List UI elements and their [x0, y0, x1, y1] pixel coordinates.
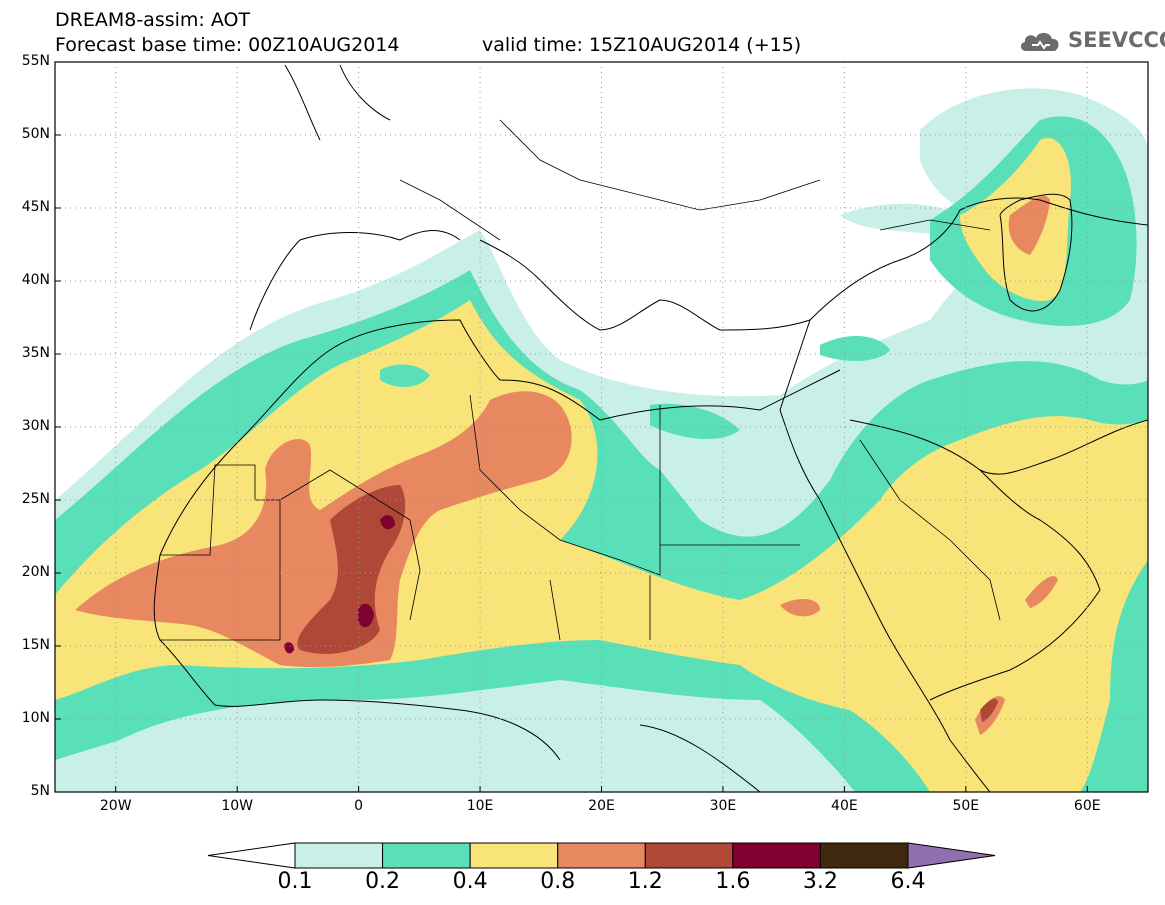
colorbar-cell	[819, 842, 909, 869]
lon-label: 0	[354, 798, 364, 814]
colorbar-cell	[557, 842, 646, 869]
lat-label: 35N	[21, 345, 50, 361]
lon-label: 20W	[99, 798, 132, 814]
lon-label: 10E	[466, 798, 494, 814]
lon-label: 10W	[221, 798, 253, 814]
colorbar-under-arrow	[207, 842, 296, 869]
colorbar-label: 0.4	[452, 869, 488, 894]
colorbar-label: 0.1	[277, 869, 313, 894]
borders	[160, 119, 1001, 641]
lon-label: 50E	[952, 798, 980, 814]
lon-label: 30E	[709, 798, 737, 814]
coastlines	[153, 64, 1148, 792]
colorbar-label: 3.2	[802, 869, 838, 894]
map-title: DREAM8-assim: AOT	[55, 9, 251, 31]
lat-label: 15N	[21, 637, 50, 653]
lat-label: 30N	[21, 418, 50, 434]
colorbar-over-arrow	[907, 842, 996, 869]
lon-label: 20E	[588, 798, 615, 814]
lat-label: 55N	[21, 53, 50, 69]
aot-field	[55, 88, 1148, 792]
lat-label: 5N	[30, 783, 50, 799]
lon-label: 60E	[1073, 798, 1101, 814]
colorbar-label: 0.2	[365, 869, 401, 894]
lat-label: 50N	[21, 126, 50, 142]
logo-text: SEEVCCC	[1068, 28, 1165, 52]
colorbar-cell	[469, 842, 559, 869]
colorbar-cell	[644, 842, 734, 869]
cloud-icon	[1020, 32, 1059, 51]
colorbar-cell	[382, 842, 471, 869]
colorbar-label: 1.2	[627, 869, 663, 894]
colorbar-label: 6.4	[890, 869, 926, 894]
lat-label: 25N	[21, 491, 50, 507]
colorbar-label: 0.8	[540, 869, 576, 894]
valid-time: valid time: 15Z10AUG2014 (+15)	[482, 34, 802, 56]
forecast-base-time: Forecast base time: 00Z10AUG2014	[55, 34, 400, 56]
lat-label: 20N	[21, 564, 50, 580]
lon-label: 40E	[831, 798, 858, 814]
colorbar-cell	[294, 842, 384, 869]
colorbar-label: 1.6	[715, 869, 751, 894]
lat-label: 10N	[21, 710, 50, 726]
lat-label: 45N	[21, 199, 50, 215]
lat-label: 40N	[21, 272, 50, 288]
axis-ticks	[55, 61, 1088, 793]
colorbar-cell	[732, 842, 821, 869]
